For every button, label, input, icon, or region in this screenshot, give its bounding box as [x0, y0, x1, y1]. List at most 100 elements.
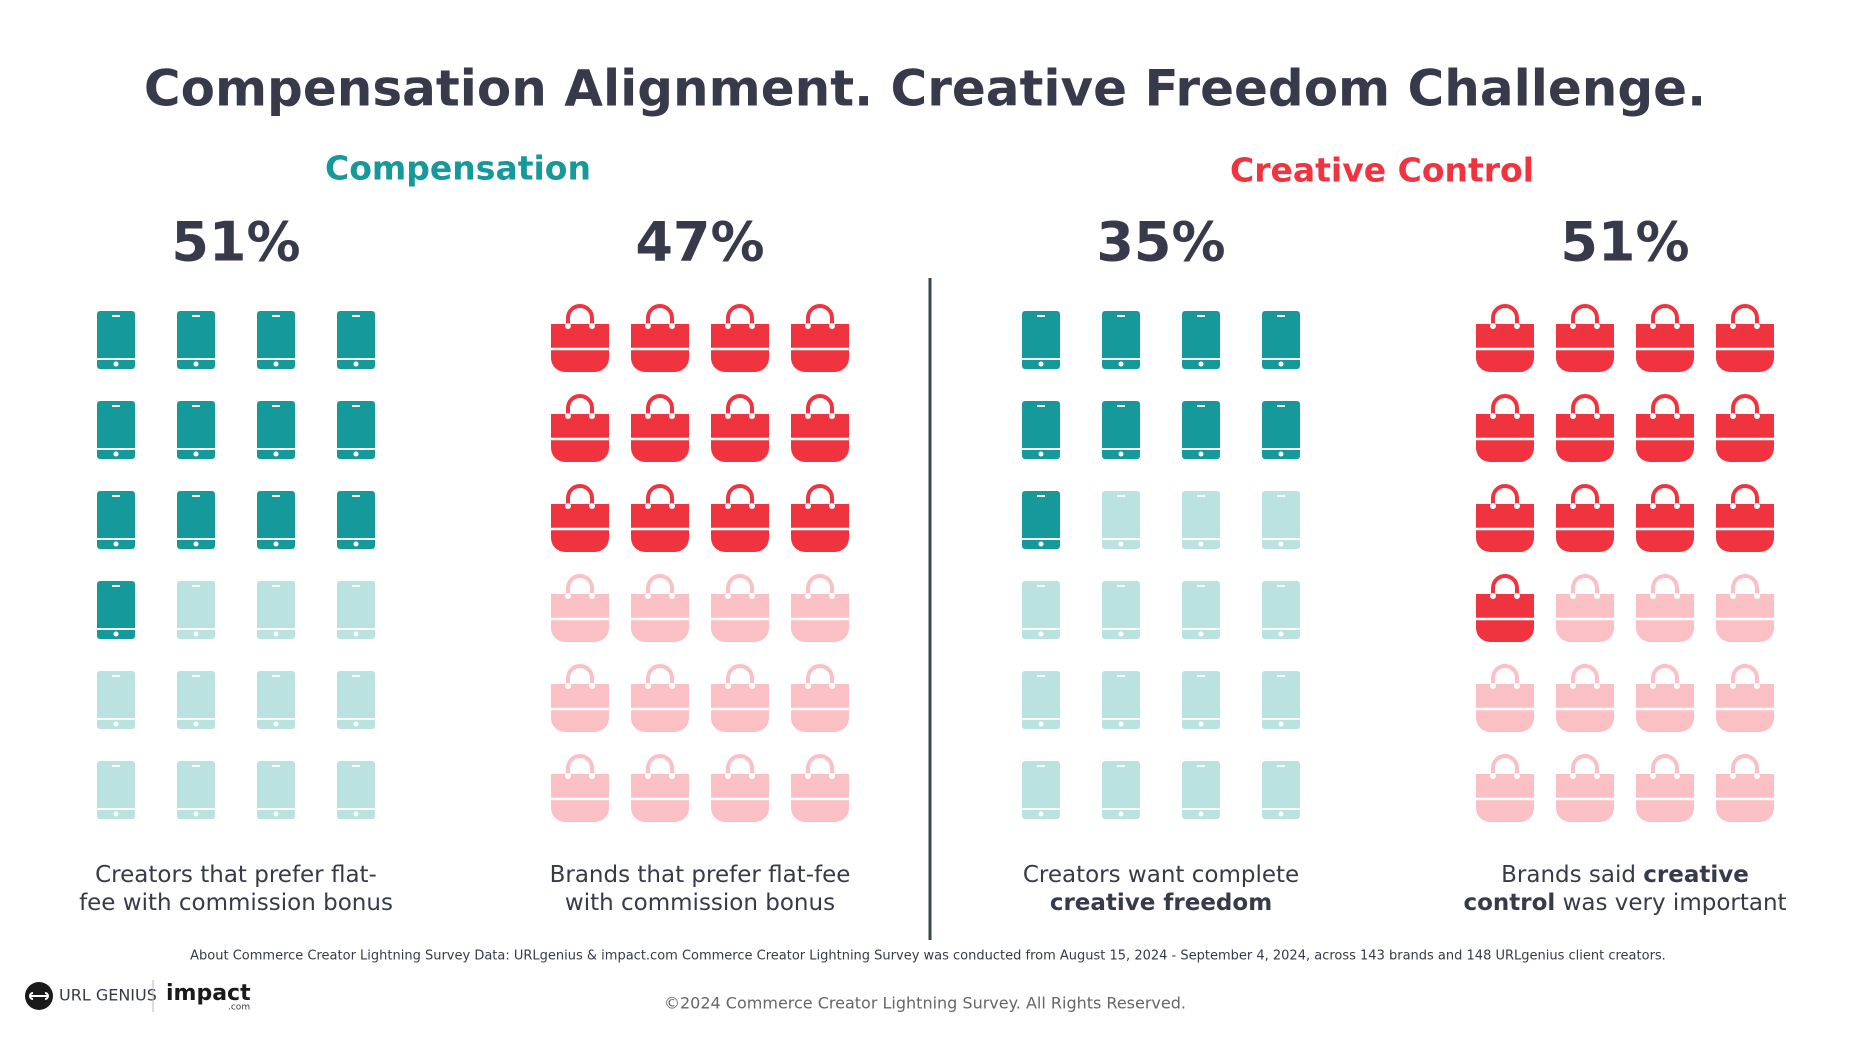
icon-empty: [257, 671, 295, 729]
bag-ring: [725, 683, 731, 689]
icon-empty: [1476, 754, 1534, 822]
bag-ring: [805, 593, 811, 599]
bag-handle: [1571, 484, 1599, 506]
phone-button: [1278, 631, 1284, 637]
icon-filled: [1636, 304, 1694, 372]
icon-filled: [791, 394, 849, 462]
icon-filled: [1102, 311, 1140, 369]
caption-text: was very important: [1555, 890, 1786, 916]
icon-empty: [1556, 574, 1614, 642]
icon-empty: [1182, 581, 1220, 639]
icon-empty: [1716, 664, 1774, 732]
phone-button: [1278, 451, 1284, 457]
bag-ring: [829, 413, 835, 419]
bag-ring: [1674, 323, 1680, 329]
icon-filled: [1022, 401, 1060, 459]
caption-text: creative: [1643, 862, 1749, 888]
bag-handle: [1731, 394, 1759, 416]
group-title: Creative Control: [1230, 151, 1534, 190]
caption-line: control was very important: [1463, 890, 1786, 916]
icon-filled: [1556, 304, 1614, 372]
bag-ring: [805, 323, 811, 329]
phone-body: [257, 671, 295, 729]
bag-ring: [725, 323, 731, 329]
bag-handle: [646, 664, 674, 686]
bag-ring: [669, 773, 675, 779]
icon-empty: [791, 754, 849, 822]
percent-label: 47%: [635, 211, 764, 274]
icon-empty: [1476, 664, 1534, 732]
bag-handle: [726, 304, 754, 326]
bag-ring: [749, 413, 755, 419]
icon-filled: [711, 394, 769, 462]
bag-ring: [1754, 503, 1760, 509]
icon-empty: [1262, 491, 1300, 549]
phone-body: [257, 491, 295, 549]
bag-handle: [726, 664, 754, 686]
phone-button: [1198, 631, 1204, 637]
bag-ring: [1490, 323, 1496, 329]
percent-label: 51%: [1560, 211, 1689, 274]
bag-ring: [645, 323, 651, 329]
phone-button: [113, 811, 119, 817]
phone-body: [1102, 311, 1140, 369]
icon-empty: [1556, 664, 1614, 732]
icon-empty: [791, 664, 849, 732]
icon-filled: [177, 401, 215, 459]
phone-body: [97, 311, 135, 369]
bag-ring: [565, 773, 571, 779]
phone-button: [113, 541, 119, 547]
icon-grid: [97, 311, 375, 819]
bag-ring: [1730, 323, 1736, 329]
bag-ring: [1730, 503, 1736, 509]
bag-ring: [749, 503, 755, 509]
phone-button: [353, 631, 359, 637]
icon-filled: [257, 401, 295, 459]
percent-label: 51%: [171, 211, 300, 274]
bag-ring: [1490, 503, 1496, 509]
phone-button: [1118, 451, 1124, 457]
bag-ring: [1490, 773, 1496, 779]
bag-ring: [1730, 593, 1736, 599]
icon-filled: [1182, 401, 1220, 459]
icon-filled: [1476, 394, 1534, 462]
phone-button: [273, 811, 279, 817]
phone-button: [1278, 811, 1284, 817]
bag-ring: [749, 683, 755, 689]
bag-ring: [1674, 503, 1680, 509]
bag-handle: [1491, 754, 1519, 776]
bag-handle: [1571, 664, 1599, 686]
bag-ring: [1594, 593, 1600, 599]
bag-handle: [806, 484, 834, 506]
phone-body: [1022, 581, 1060, 639]
bag-ring: [1754, 593, 1760, 599]
bag-ring: [749, 323, 755, 329]
bag-handle: [1571, 304, 1599, 326]
bag-handle: [646, 484, 674, 506]
phone-body: [97, 491, 135, 549]
caption-line: Creators want complete: [1023, 862, 1299, 888]
icon-empty: [1102, 491, 1140, 549]
icon-empty: [1022, 761, 1060, 819]
bag-ring: [1754, 683, 1760, 689]
bag-ring: [829, 773, 835, 779]
phone-button: [113, 451, 119, 457]
bag-handle: [646, 394, 674, 416]
phone-button: [1278, 361, 1284, 367]
bag-ring: [669, 323, 675, 329]
phone-button: [273, 451, 279, 457]
phone-body: [177, 581, 215, 639]
bag-ring: [589, 683, 595, 689]
phone-body: [1182, 401, 1220, 459]
phone-body: [257, 761, 295, 819]
caption-line: Brands that prefer flat-fee: [550, 862, 851, 888]
bag-ring: [1570, 323, 1576, 329]
phone-button: [1118, 631, 1124, 637]
phone-body: [257, 581, 295, 639]
phone-body: [177, 671, 215, 729]
icon-filled: [791, 304, 849, 372]
bag-ring: [725, 503, 731, 509]
bag-handle: [1571, 754, 1599, 776]
bag-handle: [806, 304, 834, 326]
icon-empty: [1636, 664, 1694, 732]
